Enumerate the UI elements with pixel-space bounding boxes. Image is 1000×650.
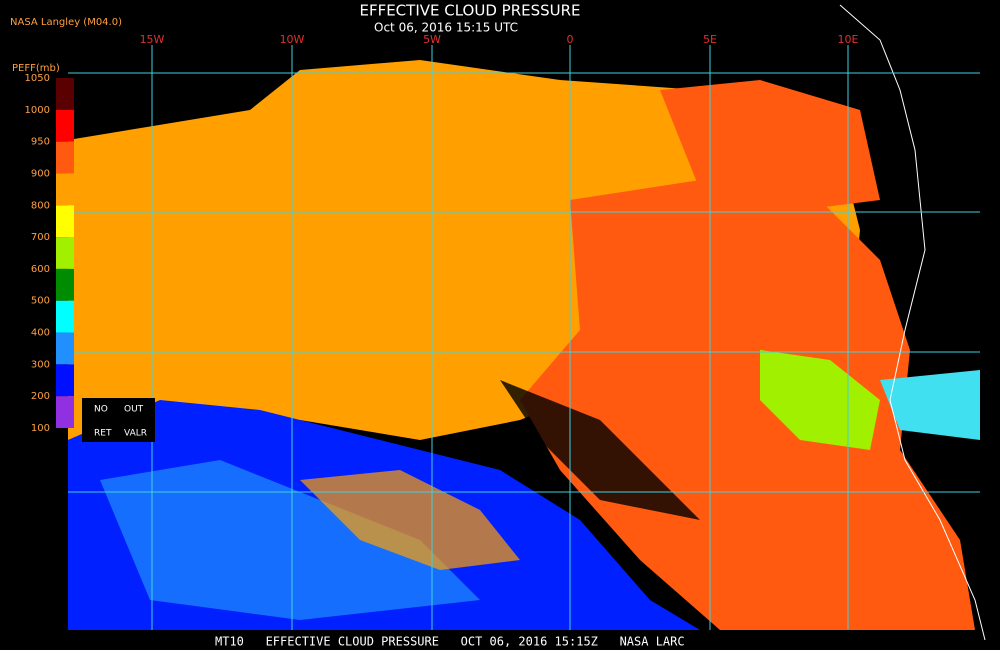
title: EFFECTIVE CLOUD PRESSURE xyxy=(359,2,580,20)
colorbar-segment xyxy=(56,364,74,397)
legend-box xyxy=(82,398,155,442)
colorbar-tick-label: 500 xyxy=(31,296,50,307)
map xyxy=(68,4,986,641)
source: NASA Langley (M04.0) xyxy=(10,17,122,28)
clear-band xyxy=(500,380,700,520)
colorbar-tick-label: 600 xyxy=(31,264,50,275)
colorbar-tick-label: 300 xyxy=(31,359,50,370)
colorbar: 1050 1000 950 900 800 700 600 500 400 300 200 100 xyxy=(25,73,74,434)
lon-label: 10E xyxy=(838,33,859,46)
colorbar-tick-label: 1000 xyxy=(25,105,50,116)
colorbar-segment xyxy=(56,396,74,428)
colorbar-tick-label: 1050 xyxy=(25,73,50,84)
colorbar-tick-label: 200 xyxy=(31,391,50,402)
cloud-cyan xyxy=(880,370,980,440)
cloud-red-north xyxy=(660,80,880,210)
cloud-red xyxy=(520,180,975,630)
lon-labels: 15W 10W 5W 0 5E 10E xyxy=(140,33,859,46)
colorbar-tick-label: 900 xyxy=(31,168,50,179)
legend-item: NO xyxy=(94,405,108,415)
legend-item: VALR xyxy=(124,429,147,439)
colorbar-tick-label: 950 xyxy=(31,137,50,148)
colorbar-segment xyxy=(56,237,74,269)
colorbar-segment xyxy=(56,332,74,365)
footer: MT10 EFFECTIVE CLOUD PRESSURE OCT 06, 20… xyxy=(215,635,685,649)
legend-item: RET xyxy=(94,429,112,439)
colorbar-segment xyxy=(56,141,74,174)
colorbar-segment xyxy=(56,300,74,333)
colorbar-tick-label: 700 xyxy=(31,232,50,243)
lon-label: 10W xyxy=(280,33,305,46)
lon-label: 5E xyxy=(703,33,717,46)
colorbar-tick-label: 400 xyxy=(31,328,50,339)
graticule xyxy=(68,45,980,630)
colorbar-segment xyxy=(56,205,74,238)
colorbar-label: PEFF(mb) xyxy=(12,63,60,74)
subtitle: Oct 06, 2016 15:15 UTC xyxy=(374,21,518,35)
colorbar-segment xyxy=(56,109,74,142)
cloud-green xyxy=(760,350,880,450)
lon-label: 15W xyxy=(140,33,165,46)
colorbar-segment xyxy=(56,78,74,110)
cloud-lightblue xyxy=(100,460,480,620)
colorbar-tick-label: 100 xyxy=(31,423,50,434)
colorbar-segment xyxy=(56,173,74,206)
colorbar-segment xyxy=(56,268,74,301)
lon-label: 0 xyxy=(567,33,574,46)
legend-item: OUT xyxy=(124,405,144,415)
cloud-orange-south xyxy=(300,470,520,570)
colorbar-tick-label: 800 xyxy=(31,200,50,211)
lon-label: 5W xyxy=(423,33,441,46)
